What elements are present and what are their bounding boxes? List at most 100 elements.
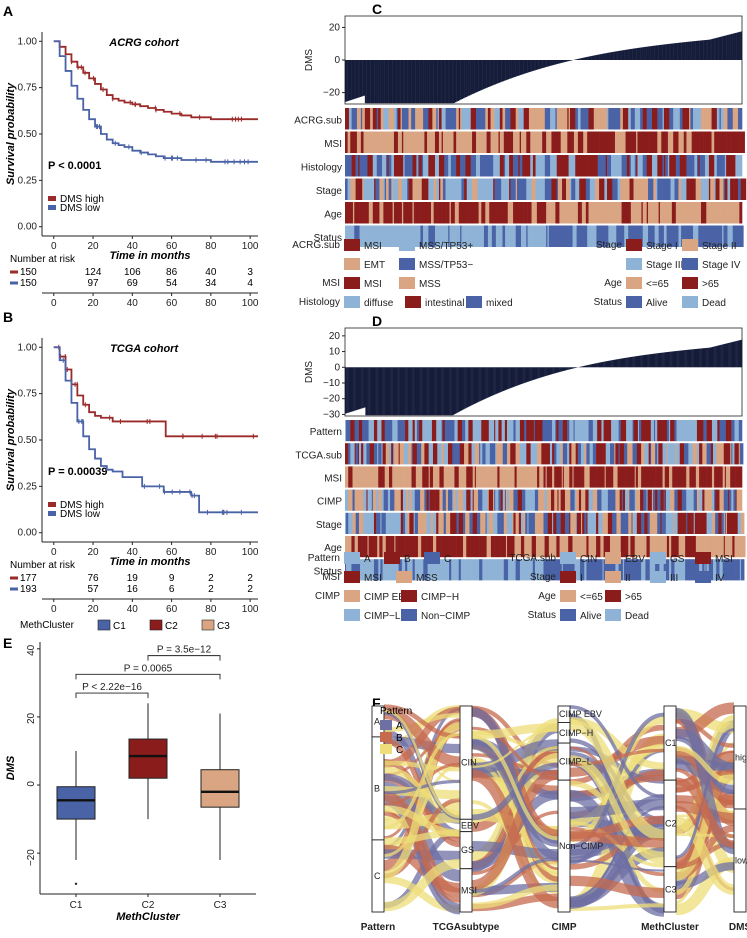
track-cell — [427, 131, 429, 153]
dms-bar — [486, 367, 488, 398]
dms-bar — [479, 367, 481, 402]
track-cell — [711, 489, 715, 511]
track-cell — [363, 512, 367, 534]
track-cell — [595, 202, 601, 224]
track-cell — [583, 131, 585, 153]
track-cell — [635, 489, 641, 511]
track-cell — [411, 466, 414, 488]
dms-bar — [551, 60, 553, 66]
track-cell — [465, 155, 472, 177]
track-cell — [604, 202, 609, 224]
legend-swatch — [605, 590, 621, 602]
track-cell — [629, 466, 632, 488]
track-cell — [464, 559, 469, 581]
track-cell — [388, 155, 392, 177]
dms-bar — [564, 60, 567, 62]
track-cell — [476, 512, 481, 534]
track-cell — [672, 443, 676, 465]
track-cell — [363, 489, 367, 511]
track-cell — [740, 225, 744, 247]
track-cell — [562, 559, 565, 581]
track-cell — [376, 225, 380, 247]
track-cell — [349, 559, 352, 581]
dms-bar — [702, 40, 704, 60]
dms-bar — [476, 60, 478, 93]
track-cell — [573, 420, 575, 442]
track-cell — [555, 559, 559, 581]
track-cell — [714, 178, 716, 200]
track-cell — [563, 155, 569, 177]
track-cell — [661, 512, 667, 534]
track-cell — [738, 443, 741, 465]
track-cell — [546, 202, 551, 224]
track-cell — [739, 202, 743, 224]
track-cell — [543, 536, 545, 558]
track-cell — [673, 131, 679, 153]
track-cell — [414, 559, 420, 581]
track-cell — [456, 155, 461, 177]
dms-bar — [640, 47, 642, 60]
track-cell — [535, 178, 538, 200]
dms-bar — [549, 367, 552, 375]
dms-bar — [402, 367, 405, 416]
track-cell — [669, 225, 674, 247]
track-cell — [527, 420, 529, 442]
track-cell — [678, 178, 682, 200]
track-cell — [519, 155, 523, 177]
dms-bar — [599, 54, 601, 60]
track-cell — [616, 466, 618, 488]
sankey-flow — [383, 805, 461, 837]
track-cell — [579, 559, 585, 581]
comparison-label: P = 3.5e−12 — [157, 645, 212, 656]
track-cell — [408, 489, 410, 511]
track-cell — [487, 536, 492, 558]
track-cell — [487, 155, 494, 177]
track-cell — [738, 108, 743, 130]
dms-bar — [577, 58, 580, 60]
track-cell — [738, 420, 743, 442]
track-cell — [636, 131, 638, 153]
dms-bar — [651, 353, 654, 368]
sankey-flow — [675, 862, 735, 890]
track-cell — [669, 536, 672, 558]
legend-label: Stage IV — [702, 260, 741, 271]
track-cell — [658, 443, 663, 465]
track-cell — [740, 178, 747, 200]
dms-bar — [705, 347, 707, 368]
dms-bar — [614, 51, 617, 60]
track-cell — [595, 489, 597, 511]
track-cell — [564, 202, 569, 224]
track-cell — [667, 443, 673, 465]
track-cell — [540, 559, 543, 581]
track-cell — [429, 108, 433, 130]
track-cell — [730, 443, 732, 465]
track-cell — [419, 155, 421, 177]
dms-bar — [488, 367, 491, 397]
track-cell — [582, 536, 585, 558]
dms-bar — [568, 367, 570, 370]
track-cell — [732, 443, 735, 465]
track-cell — [366, 131, 371, 153]
track-cell — [482, 466, 487, 488]
track-cell — [345, 512, 347, 534]
track-cell — [348, 536, 352, 558]
track-cell — [708, 559, 714, 581]
risk-value: 106 — [124, 267, 141, 278]
track-cell — [427, 559, 433, 581]
track-cell — [402, 489, 407, 511]
track-cell — [573, 512, 576, 534]
dms-bar — [658, 45, 661, 60]
track-cell — [526, 131, 531, 153]
track-cell — [397, 536, 403, 558]
track-cell — [462, 131, 469, 153]
track-cell — [689, 536, 695, 558]
legend-swatch — [605, 609, 621, 621]
track-cell — [541, 443, 546, 465]
track-cell — [611, 559, 615, 581]
dms-bar — [467, 367, 469, 408]
track-cell — [358, 443, 362, 465]
dms-bar — [561, 367, 564, 372]
track-cell — [515, 225, 522, 247]
track-cell — [461, 225, 465, 247]
track-cell — [584, 559, 587, 581]
